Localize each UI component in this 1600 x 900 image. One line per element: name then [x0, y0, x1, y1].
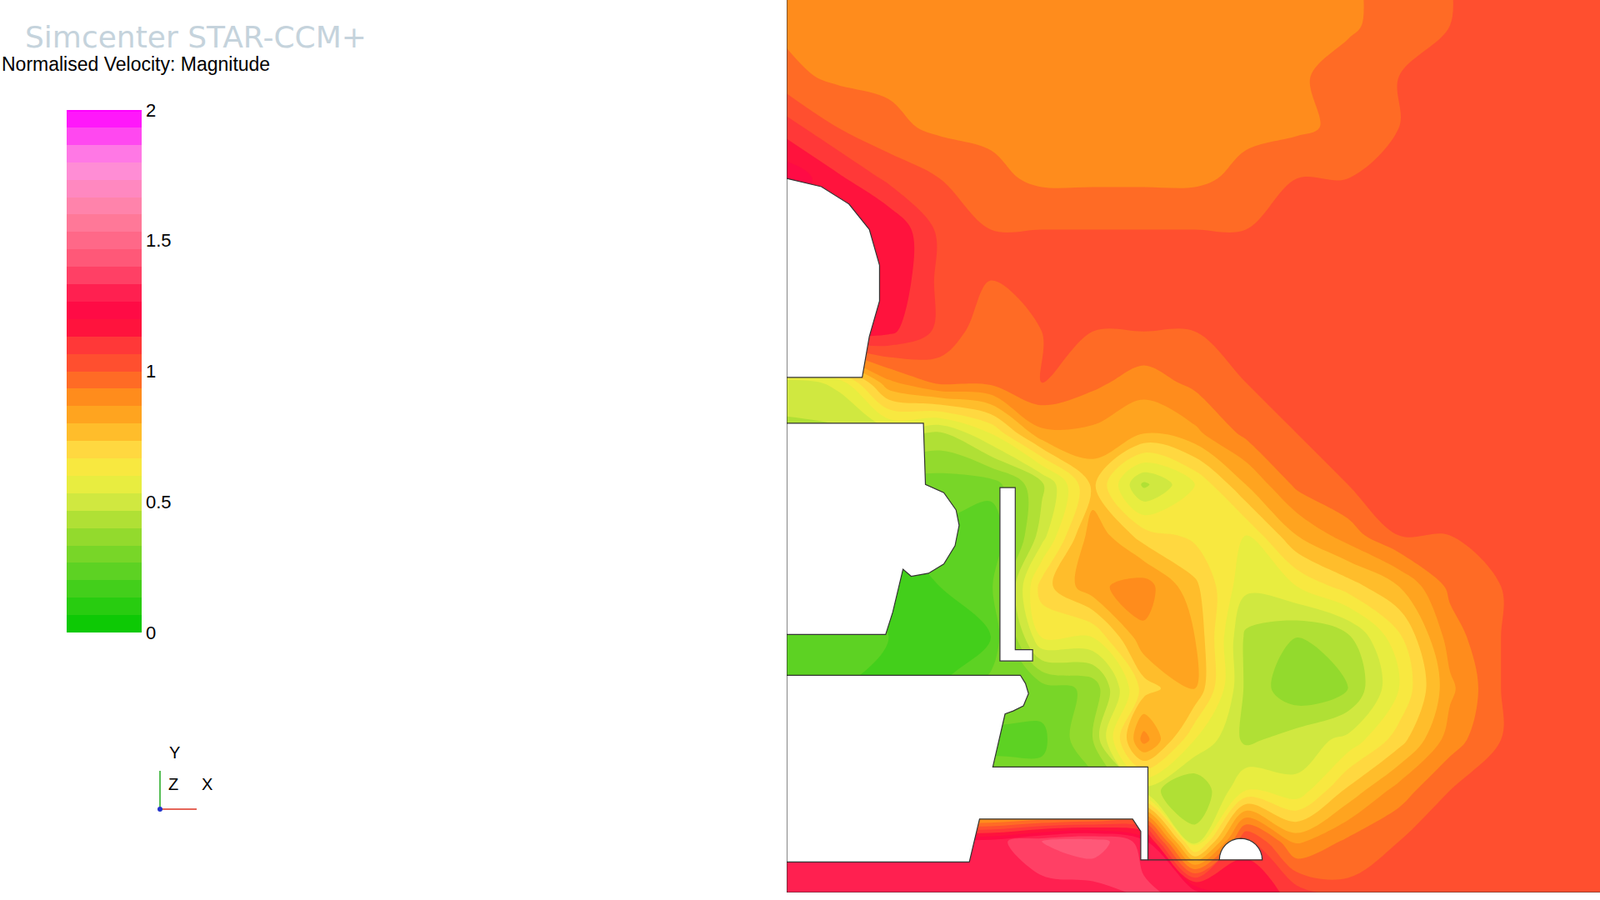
svg-text:1.5: 1.5 [145, 230, 172, 251]
svg-text:0: 0 [145, 622, 156, 644]
svg-text:0.5: 0.5 [145, 491, 172, 513]
svg-text:Z: Z [168, 775, 179, 794]
svg-text:Y: Y [169, 743, 180, 762]
svg-text:2: 2 [145, 100, 156, 121]
svg-text:X: X [201, 775, 213, 794]
svg-text:Simcenter STAR-CCM+: Simcenter STAR-CCM+ [25, 20, 367, 55]
svg-text:Normalised Velocity: Magnitude: Normalised Velocity: Magnitude [1, 53, 270, 75]
svg-text:1: 1 [145, 360, 156, 382]
